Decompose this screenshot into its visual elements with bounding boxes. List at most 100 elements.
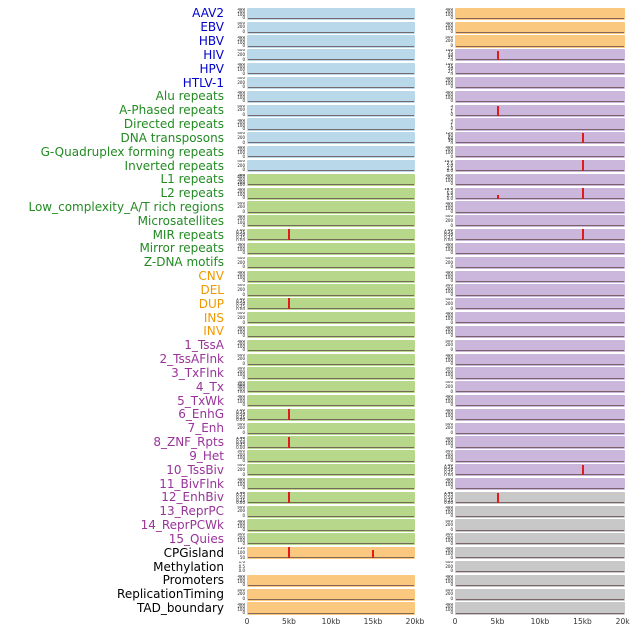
right-y-axis-ticks: 300 200 100 0: [415, 312, 455, 324]
right-y-axis-ticks: 1.00 0.75 0.50 0.25 0.00: [415, 464, 455, 476]
right-y-axis-ticks: 300 200 100 0: [415, 77, 455, 89]
track-row-tad-boundary: TAD_boundary 300 200 100 0 300 200 100 0: [0, 602, 630, 616]
y-tick-label: 100: [237, 389, 245, 394]
track-row-14-reprpcwk: 14_ReprPCWk 300 200 100 0 400 200 0: [0, 519, 630, 533]
y-tick-label: 0: [242, 195, 245, 200]
track-row-promoters: Promoters 300 200 100 0 300 200 100 0: [0, 574, 630, 588]
y-tick-label: 100: [237, 399, 245, 405]
row-label-mir-repeats: MIR repeats: [152, 228, 224, 242]
y-tick-label: 0.25: [236, 414, 245, 420]
y-tick-label: 300: [445, 602, 453, 606]
y-tick-label: 100: [445, 509, 453, 515]
signal-baseline: [456, 432, 624, 434]
signal-baseline: [456, 156, 624, 158]
y-tick-label: 200: [445, 271, 453, 277]
y-tick-label: 7.5: [446, 188, 453, 194]
y-tick-label: 200: [237, 368, 245, 374]
y-tick-label: 5.0: [446, 163, 453, 169]
y-tick-label: 300: [237, 35, 245, 39]
right-y-axis-ticks: 400 200 0: [415, 340, 455, 352]
left-y-axis-ticks: 1.00 0.75 0.50 0.25 0.00: [229, 409, 247, 421]
left-y-axis-ticks: 300 200 100 0: [229, 271, 247, 283]
y-tick-label: 300: [445, 436, 453, 440]
y-tick-label: 0: [242, 540, 245, 546]
signal-baseline: [456, 100, 624, 102]
right-y-axis-ticks: 100 75 50 25 0: [415, 49, 455, 61]
y-tick-label: 0.0: [446, 168, 453, 173]
y-tick-label: 100: [445, 371, 453, 377]
y-tick-label: 0: [450, 305, 453, 311]
y-tick-label: 0.50: [444, 495, 453, 501]
y-tick-label: 300: [237, 7, 245, 11]
right-signal-panel: [455, 49, 625, 62]
right-signal-panel: [455, 381, 625, 394]
track-row-a-phased-repeats: A-Phased repeats 400 200 0 3 2 1 0: [0, 104, 630, 118]
signal-baseline: [456, 87, 624, 89]
track-row-mirror-repeats: Mirror repeats 300 200 100 0 300 200 100 0: [0, 242, 630, 256]
y-tick-label: 0: [450, 140, 453, 145]
y-tick-label: 400: [445, 561, 453, 565]
track-row-7-enh: 7_Enh 400 200 0 400 200 0: [0, 422, 630, 436]
y-tick-label: 300: [237, 215, 245, 219]
signal-baseline: [456, 460, 624, 462]
row-label-l2-repeats: L2 repeats: [160, 187, 225, 201]
y-tick-label: 400: [237, 256, 245, 260]
signal-baseline: [456, 391, 624, 393]
right-y-axis-ticks: 300 200 100 0: [415, 284, 455, 296]
y-tick-label: 100: [445, 25, 453, 31]
y-tick-label: 300: [237, 519, 245, 523]
right-signal-panel: [455, 270, 625, 283]
left-y-axis-ticks: 300 200 100 0: [229, 450, 247, 462]
y-tick-label: 0: [450, 319, 453, 325]
signal-baseline: [456, 266, 624, 268]
signal-baseline: [456, 308, 624, 310]
right-y-axis-ticks: 400 200 0: [415, 520, 455, 532]
y-tick-label: 100: [445, 205, 453, 211]
track-row-l2-repeats: L2 repeats 300 200 100 0 10.0 7.5 5.0 2.5 0.0: [0, 187, 630, 201]
signal-baseline: [248, 114, 414, 116]
y-tick-label: 100: [445, 316, 453, 322]
y-tick-label: 0: [450, 208, 453, 214]
y-tick-label: 200: [445, 301, 453, 306]
left-signal-panel: [247, 547, 415, 560]
signal-baseline: [248, 515, 414, 517]
left-y-axis-ticks: 300 200 100 0: [229, 395, 247, 407]
y-tick-label: 0.50: [236, 495, 245, 501]
y-tick-label: 200: [237, 92, 245, 97]
y-tick-label: 400: [445, 256, 453, 260]
row-label-3-txflnk: 3_TxFlnk: [171, 366, 224, 380]
left-signal-panel: [247, 381, 415, 394]
row-label-cpgisland: CPGisland: [163, 546, 224, 560]
y-tick-label: 0: [242, 112, 245, 117]
x-axis-left: 0 5kb 10kb 15kb 20kb: [245, 616, 425, 629]
left-signal-panel: [247, 422, 415, 435]
peak-marker: [581, 187, 584, 199]
signal-baseline: [456, 446, 624, 448]
track-row-l1-repeats: L1 repeats 500 400 300 200 100 300 200 100 0: [0, 173, 630, 187]
y-tick-label: 300: [445, 533, 453, 537]
y-tick-label: 200: [237, 204, 245, 210]
y-tick-label: 200: [237, 147, 245, 153]
y-tick-label: 0: [242, 430, 245, 435]
track-row-cnv: CNV 300 200 100 0 300 200 100 0: [0, 270, 630, 284]
left-y-axis-ticks: 400 200 0: [229, 160, 247, 172]
y-tick-label: 0: [242, 402, 245, 408]
y-tick-label: 0: [450, 278, 453, 283]
signal-baseline: [248, 183, 414, 185]
y-tick-label: 0.75: [236, 298, 245, 304]
y-tick-label: 100: [237, 482, 245, 488]
y-tick-label: 200: [445, 22, 453, 28]
signal-baseline: [248, 31, 414, 33]
y-tick-label: 0: [242, 167, 245, 173]
signal-baseline: [248, 488, 414, 490]
left-y-axis-ticks: 1.0 0.5 0.0: [229, 561, 247, 573]
row-label-14-reprpcwk: 14_ReprPCWk: [140, 519, 224, 533]
row-label-10-tssbiv: 10_TssBiv: [166, 463, 224, 477]
y-tick-label: 200: [445, 342, 453, 348]
y-tick-label: 100: [237, 191, 245, 197]
right-signal-panel: [455, 7, 625, 20]
signal-baseline: [456, 598, 624, 600]
left-y-axis-ticks: 400 200 0: [229, 312, 247, 324]
y-tick-label: 0: [450, 181, 453, 186]
